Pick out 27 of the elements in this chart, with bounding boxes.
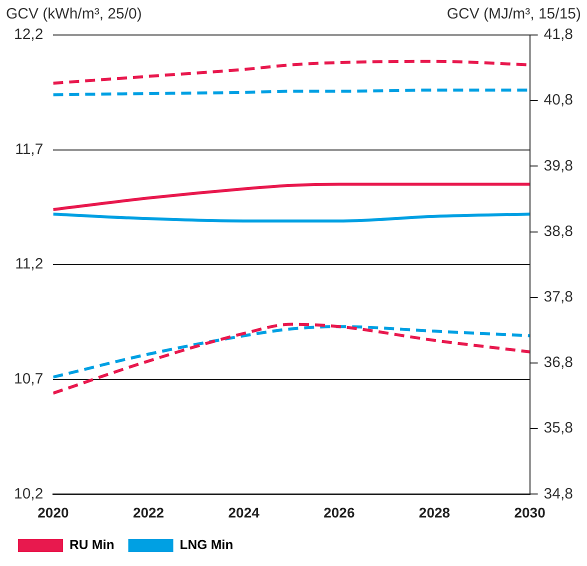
line-series [53, 322, 530, 395]
x-tick-label: 2020 [38, 504, 69, 520]
y2-tick-label: 38,8 [544, 222, 574, 240]
y2-tick-label: 34,8 [544, 485, 574, 502]
y-tick-label: 12,2 [14, 26, 44, 44]
line-series [53, 325, 530, 379]
legend-label: RU Min [70, 537, 114, 552]
legend-label: LNG Min [180, 537, 234, 552]
x-tick-label: 2028 [418, 504, 450, 520]
y2-tick-label: 41,8 [544, 26, 574, 44]
x-tick-label: 2024 [228, 504, 260, 520]
y-tick-label: 11,2 [15, 256, 44, 273]
line-series [53, 212, 530, 222]
y-axis-title: GCV (kWh/m³, 25/0) [6, 6, 142, 23]
x-tick-label: 2022 [132, 504, 164, 520]
y2-tick-label: 37,8 [544, 288, 574, 306]
y-tick-label: 10,7 [14, 370, 44, 388]
x-tick-label: 2026 [324, 504, 355, 520]
x-tick-label: 2030 [514, 504, 546, 520]
y-tick-label: 10,2 [14, 485, 44, 502]
y2-tick-label: 35,8 [544, 420, 574, 437]
y2-tick-label: 40,8 [544, 92, 574, 109]
y2-axis-title: GCV (MJ/m³, 15/15) [446, 6, 582, 23]
y2-tick-label: 39,8 [544, 157, 574, 174]
line-series [53, 182, 530, 211]
y2-tick-label: 36,8 [544, 354, 574, 372]
y-tick-label: 11,7 [15, 140, 44, 158]
